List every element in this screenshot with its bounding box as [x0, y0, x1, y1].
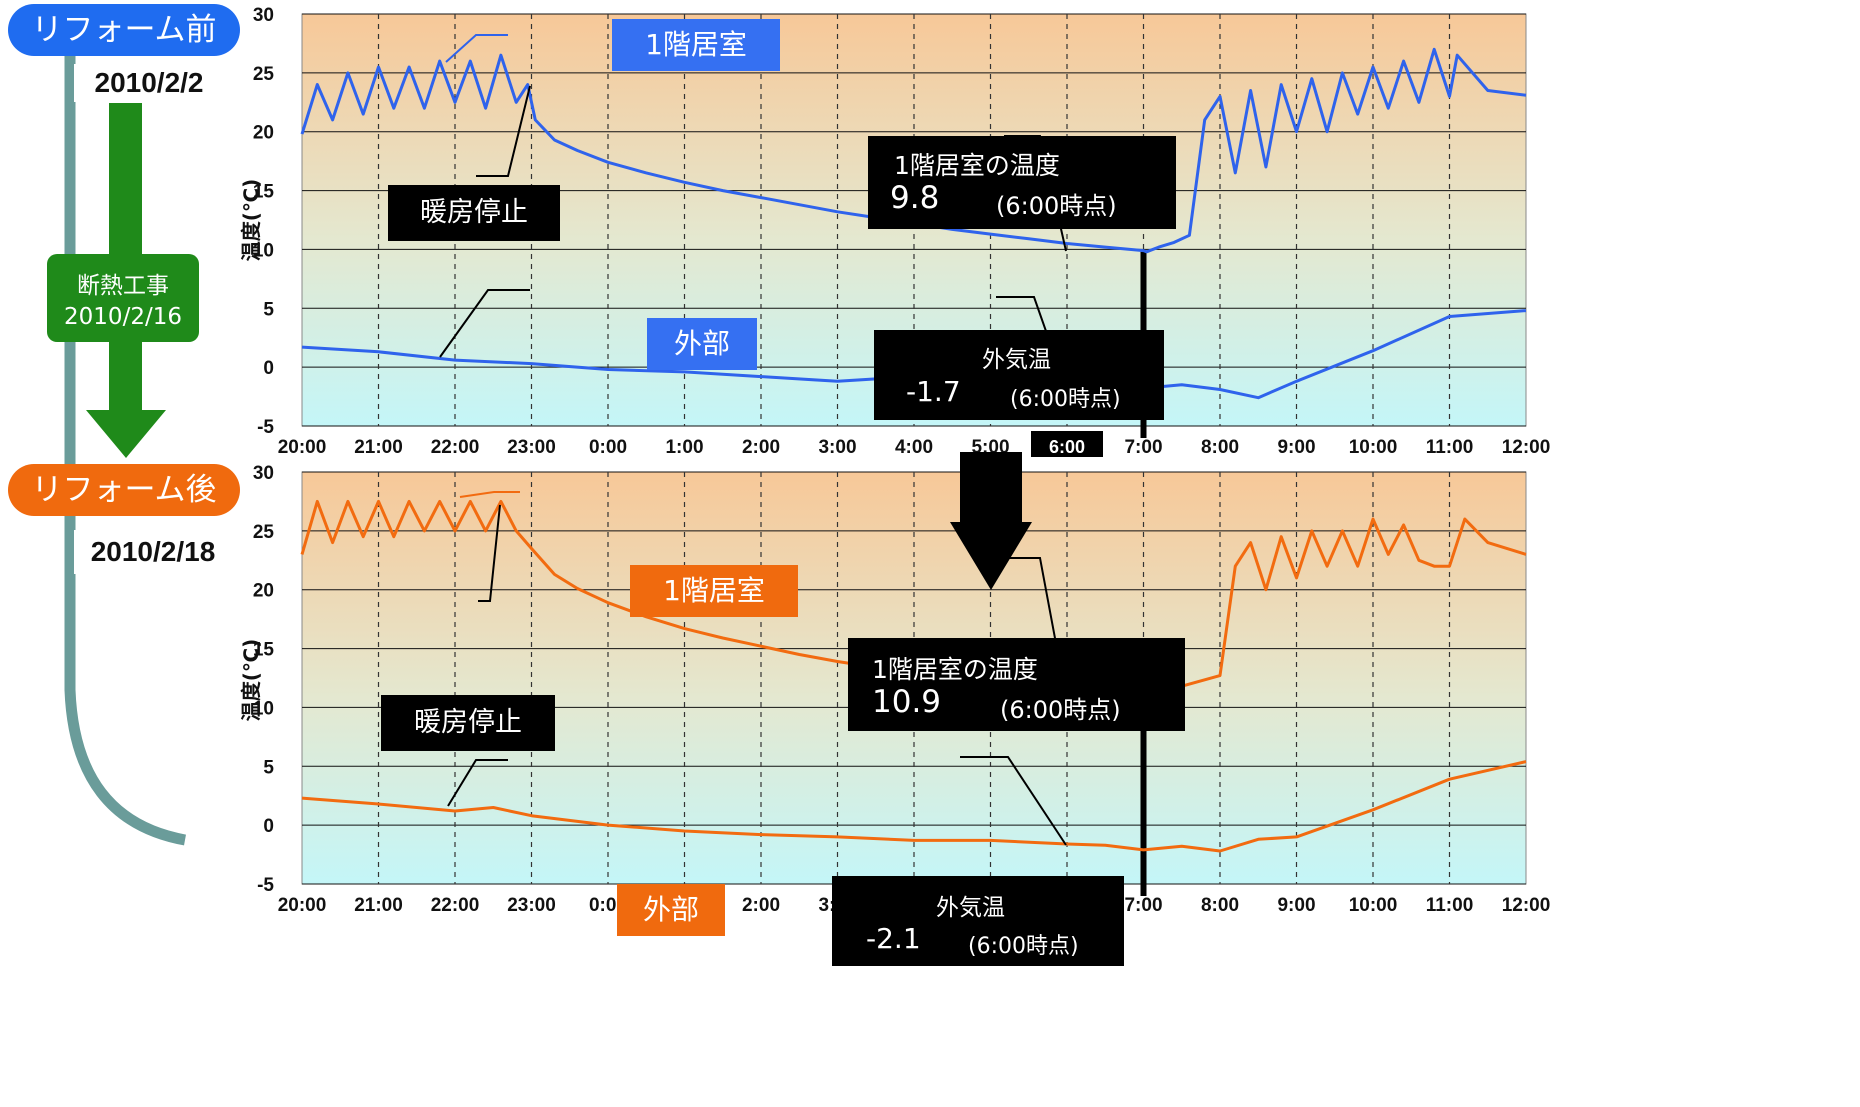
x-tick-label: 1:00 [665, 437, 703, 458]
x-tick-label: 10:00 [1349, 895, 1398, 916]
y-tick-label: -5 [257, 875, 274, 896]
before-date-label: 2010/2/2 [74, 64, 224, 102]
chart1-out-callout-value: -1.7 [906, 375, 961, 408]
chart1-out-callout-when: (6:00時点) [1010, 387, 1121, 412]
x-tick-label: 0:00 [589, 437, 627, 458]
x-tick-label: 20:00 [278, 895, 327, 916]
series-line-room [300, 47, 1527, 254]
x-tick-label: 2:00 [742, 437, 780, 458]
x-tick-label: 20:00 [278, 437, 327, 458]
leader-line [447, 759, 508, 807]
y-tick-label: 0 [263, 358, 274, 379]
chart1-outside-temp-callout: 外気温 -1.7 (6:00時点) [874, 330, 1164, 420]
leader-line [478, 504, 501, 602]
x-tick-label: 8:00 [1201, 437, 1239, 458]
x-tick-label: 4:00 [895, 437, 933, 458]
x-tick-label: 21:00 [354, 437, 403, 458]
chart1-room-temp-callout: 1階居室の温度 9.8 (6:00時点) [868, 136, 1176, 229]
transition-arrow-body [960, 452, 1022, 522]
x-tick-label: 8:00 [1201, 895, 1239, 916]
x-tick-label: 7:00 [1124, 895, 1162, 916]
x-tick-label: 7:00 [1124, 437, 1162, 458]
chart2-heating-stop-label: 暖房停止 [381, 695, 555, 751]
y-tick-label: 5 [263, 299, 274, 320]
y-tick-label: 10 [253, 698, 274, 719]
x-tick-label: 6:00 [1049, 437, 1085, 457]
series-line-outside [301, 760, 1527, 853]
x-tick-label: 9:00 [1277, 437, 1315, 458]
y-tick-label: 20 [253, 123, 274, 144]
x-tick-label: 12:00 [1502, 437, 1551, 458]
x-tick-label: 12:00 [1502, 895, 1551, 916]
leader-line [459, 491, 520, 498]
y-tick-label: 0 [263, 816, 274, 837]
y-tick-label: 25 [253, 522, 275, 543]
x-tick-label: 22:00 [431, 437, 480, 458]
chart2-room-callout-when: (6:00時点) [1000, 696, 1121, 724]
chart1-legend-outside: 外部 [647, 318, 757, 370]
chart2-room-callout-title: 1階居室の温度 [872, 655, 1038, 684]
x-tick-label: 2:00 [742, 895, 780, 916]
leader-line [439, 289, 530, 358]
chart1-heating-stop-label: 暖房停止 [388, 185, 560, 241]
insulation-work-date: 2010/2/16 [64, 304, 182, 330]
y-tick-label: 10 [253, 240, 274, 261]
y-tick-label: 25 [253, 64, 275, 85]
insulation-work-title: 断熱工事 [77, 273, 169, 299]
leader-line [960, 756, 1067, 846]
chart2-out-callout-value: -2.1 [866, 922, 921, 955]
x-tick-label: 11:00 [1426, 437, 1474, 458]
y-tick-label: 5 [263, 757, 274, 778]
x-tick-label: 23:00 [507, 437, 556, 458]
x-tick-label: 3:00 [818, 437, 856, 458]
chart1-legend-room: 1階居室 [612, 19, 780, 71]
y-tick-label: -5 [257, 417, 274, 438]
chart2-legend-room: 1階居室 [630, 565, 798, 617]
y-axis-label: 温度(℃) [239, 179, 263, 262]
x-tick-label: 23:00 [507, 895, 556, 916]
chart2-room-temp-callout: 1階居室の温度 10.9 (6:00時点) [848, 638, 1185, 731]
x-tick-label: 10:00 [1349, 437, 1398, 458]
y-tick-label: 20 [253, 581, 274, 602]
reform-before-badge: リフォーム前 [8, 4, 240, 56]
y-tick-label: 15 [253, 640, 275, 661]
y-tick-label: 30 [253, 463, 274, 484]
x-tick-highlight [1031, 431, 1103, 457]
chart2-out-callout-title: 外気温 [936, 895, 1005, 921]
chart1-room-callout-value: 9.8 [890, 180, 940, 216]
x-tick-label: 9:00 [1277, 895, 1315, 916]
y-tick-label: 15 [253, 182, 275, 203]
transition-arrow-head [950, 522, 1032, 590]
chart2-room-callout-value: 10.9 [872, 684, 942, 720]
leader-line [476, 85, 531, 177]
reform-after-badge: リフォーム後 [8, 464, 240, 516]
x-tick-label: 21:00 [354, 895, 403, 916]
chart1-room-callout-title: 1階居室の温度 [894, 151, 1060, 180]
leader-line [445, 34, 508, 63]
chart2-out-callout-when: (6:00時点) [968, 934, 1079, 959]
chart1-room-callout-when: (6:00時点) [996, 192, 1117, 220]
y-tick-label: 30 [253, 5, 274, 26]
after-date-label: 2010/2/18 [74, 530, 232, 574]
chart2-legend-outside: 外部 [617, 884, 725, 936]
x-tick-label: 11:00 [1426, 895, 1474, 916]
chart1-out-callout-title: 外気温 [982, 347, 1051, 373]
insulation-work-box: 断熱工事 2010/2/16 [47, 254, 199, 342]
x-tick-label: 22:00 [431, 895, 480, 916]
chart2-outside-temp-callout: 外気温 -2.1 (6:00時点) [832, 876, 1124, 966]
y-axis-label: 温度(℃) [239, 639, 263, 722]
